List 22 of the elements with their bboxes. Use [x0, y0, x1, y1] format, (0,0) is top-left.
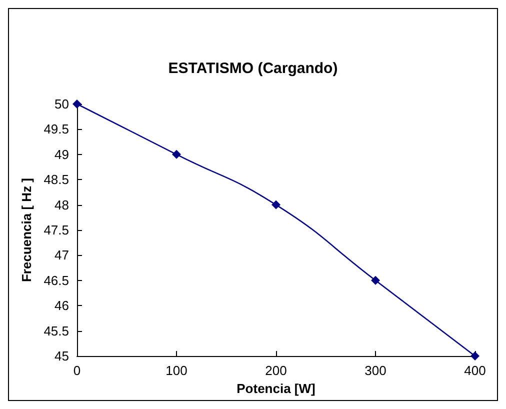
y-tick-label: 47	[54, 248, 69, 263]
point	[172, 150, 181, 159]
y-tick-label: 45.5	[44, 323, 69, 338]
point	[272, 200, 280, 210]
y-tick-label: 48.5	[44, 172, 69, 188]
y-tick-label: 50	[54, 96, 69, 112]
y-tick-label: 46.5	[44, 272, 69, 288]
x-tick-label: 400	[464, 363, 486, 378]
y-tick-label: 49	[54, 146, 69, 162]
x-axis-title: Potencia [W]	[236, 381, 316, 396]
y-tick-label: 48	[54, 197, 69, 212]
y-tick-label: 47.5	[44, 222, 69, 238]
y-tick-label: 45	[54, 348, 69, 364]
y-axis-title: Frecuencia [ Hz ]	[18, 178, 34, 282]
x-tick-label: 200	[265, 363, 287, 378]
chart-title: ESTATISMO (Cargando)	[168, 60, 338, 77]
x-tick-label: 300	[364, 363, 386, 378]
y-tick-label: 46	[54, 298, 69, 314]
x-tick-label: 0	[73, 363, 81, 378]
point	[371, 276, 380, 285]
y-tick-label: 49.5	[44, 122, 69, 137]
x-tick-label: 100	[166, 363, 188, 378]
